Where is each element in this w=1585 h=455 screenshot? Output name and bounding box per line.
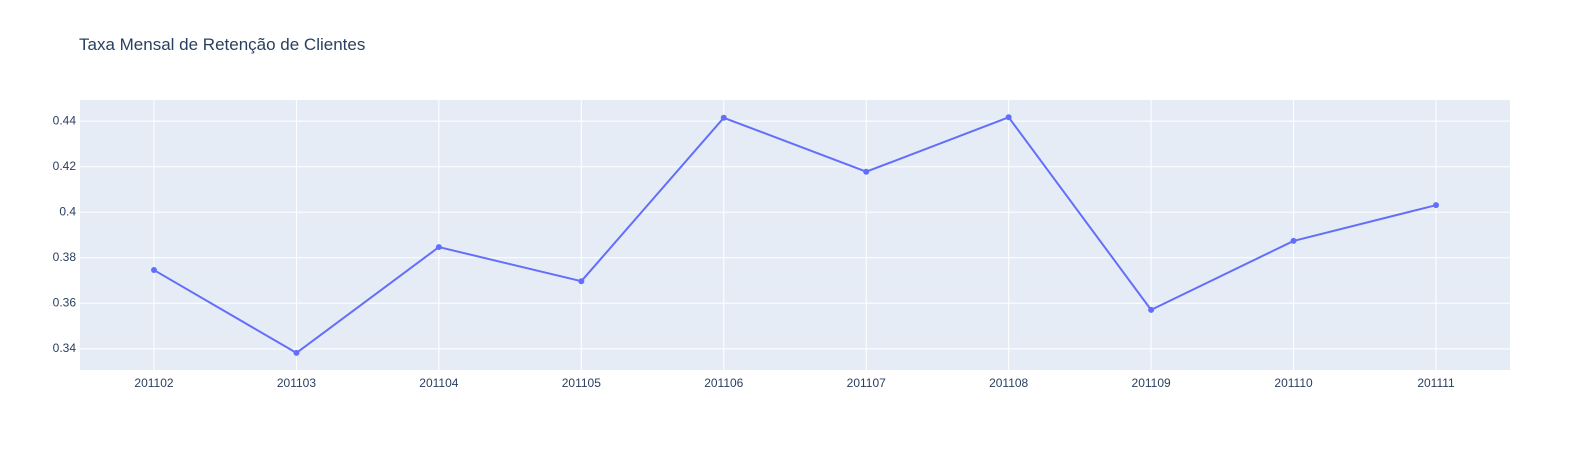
y-tick-label: 0.34 [53,341,77,355]
x-tick-label: 201108 [989,376,1028,390]
x-axis-tick-labels: 201102 201103 201104 201105 201106 201107 2011… [134,376,1455,390]
data-point[interactable] [720,114,727,121]
data-point[interactable] [435,244,442,251]
x-tick-label: 201111 [1417,376,1455,390]
x-tick-label: 201106 [704,376,743,390]
y-tick-label: 0.44 [53,113,77,127]
data-point[interactable] [578,278,585,285]
data-point[interactable] [1433,202,1439,209]
x-tick-label: 201104 [419,376,458,390]
x-tick-label: 201107 [847,376,886,390]
plot-area [80,100,1510,370]
x-gridlines [153,100,1437,370]
x-tick-label: 201103 [277,376,316,390]
data-point[interactable] [293,349,300,356]
series-line [153,116,1437,354]
data-point[interactable] [151,267,157,274]
x-tick-label: 201105 [562,376,601,390]
series-layer [151,114,1439,356]
y-tick-label: 0.4 [59,204,76,218]
y-tick-label: 0.38 [53,250,77,264]
x-tick-label: 201110 [1274,376,1313,390]
x-tick-label: 201109 [1132,376,1171,390]
data-point[interactable] [1290,237,1297,244]
data-point[interactable] [863,168,870,175]
data-point[interactable] [1005,114,1012,121]
y-tick-label: 0.36 [53,295,77,309]
x-tick-label: 201102 [134,376,173,390]
y-tick-label: 0.42 [53,159,77,173]
chart-title: Taxa Mensal de Retenção de Clientes [79,35,365,54]
y-gridlines [80,120,1510,350]
y-axis-tick-labels: 0.34 0.36 0.38 0.4 0.42 0.44 [53,113,77,355]
data-point[interactable] [1148,306,1155,313]
